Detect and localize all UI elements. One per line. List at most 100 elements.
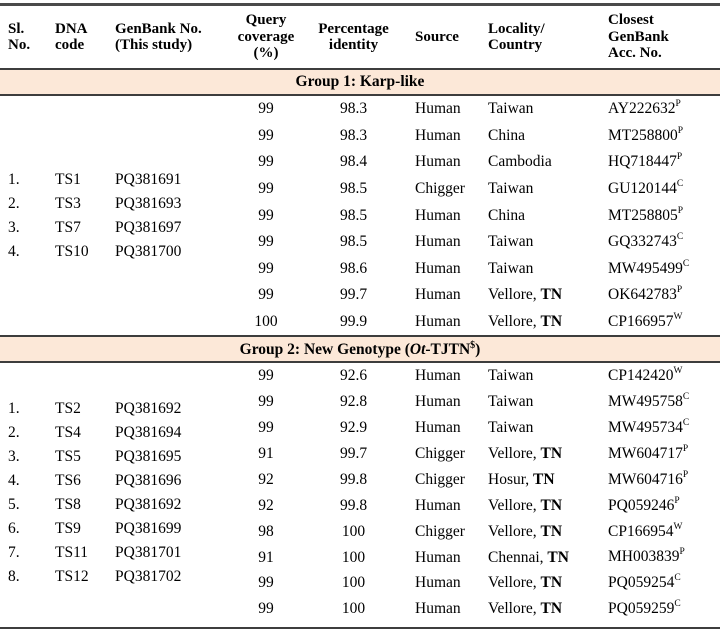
cell-sl-no: 4.: [8, 471, 20, 489]
table-row: 99 99.7 Human Vellore, TN OK642783P: [230, 282, 720, 309]
cell-closest-accession: MT258800P: [603, 126, 720, 145]
cell-closest-accession: MW604717P: [603, 444, 720, 463]
accession-number: GU120144: [608, 180, 677, 198]
cell-source: Human: [415, 496, 461, 514]
locality-plain: Taiwan: [488, 180, 534, 198]
table-row: 99 100 Human Vellore, TN PQ059254C: [230, 570, 720, 596]
column-header-line: Source: [415, 28, 459, 45]
group-title-part: Ot: [409, 340, 426, 358]
sample-row: 3. TS5 PQ381695: [0, 445, 230, 469]
locality-plain: Vellore,: [488, 313, 541, 331]
cell-genbank-no: PQ381695: [115, 447, 182, 465]
table-row: 99 98.5 Human China MT258805P: [230, 202, 720, 229]
accession-superscript: P: [679, 547, 685, 558]
column-header-line: (%): [253, 45, 279, 62]
cell-genbank-no: PQ381692: [115, 399, 182, 417]
table-row: 99 92.6 Human Taiwan CP142420W: [230, 363, 720, 389]
locality-plain: Chennai,: [488, 548, 548, 566]
group-title: Group 2: New Genotype (Ot-TJTN$): [240, 340, 481, 359]
cell-locality: Vellore, TN: [485, 497, 603, 515]
accession-number: MW495499: [608, 259, 683, 277]
cell-query-coverage: 91: [258, 548, 274, 566]
cell-dna-code: TS1: [55, 170, 81, 188]
cell-source: Human: [415, 574, 461, 592]
column-header-line: Percentage: [318, 20, 389, 37]
cell-dna-code: TS2: [55, 399, 81, 417]
accession-number: PQ059246: [608, 496, 675, 514]
locality-state-bold: TN: [540, 574, 563, 592]
cell-locality: Taiwan: [485, 100, 603, 118]
sample-id-block: 1. TS1 PQ381691 2. TS3 PQ381693 3. TS7 PQ381697 4…: [0, 96, 230, 335]
table-row: 91 100 Human Chennai, TN MH003839P: [230, 545, 720, 571]
accession-text: OK642783P: [608, 285, 683, 304]
locality-text: Taiwan: [488, 419, 533, 437]
locality-plain: Vellore,: [488, 600, 541, 618]
column-header-line: Acc. No.: [608, 45, 662, 62]
cell-query-coverage: 99: [258, 233, 274, 251]
cell-locality: Vellore, TN: [485, 445, 603, 463]
column-header-line: GenBank: [608, 28, 669, 45]
locality-text: Vellore, TN: [488, 600, 562, 618]
locality-plain: Taiwan: [488, 259, 534, 277]
accession-number: HQ718447: [608, 153, 677, 171]
accession-number: CP142420: [608, 367, 674, 385]
cell-percentage-identity: 98.3: [339, 100, 368, 118]
cell-query-coverage: 99: [258, 393, 274, 411]
cell-genbank-no: PQ381701: [115, 543, 182, 561]
cell-source: Human: [415, 233, 461, 251]
match-rows: 99 92.6 Human Taiwan CP142420W 99 92.8 Human Tai…: [230, 363, 720, 622]
cell-locality: Hosur, TN: [485, 471, 603, 489]
accession-number: MW604717: [608, 445, 683, 463]
locality-text: Taiwan: [488, 260, 533, 278]
cell-dna-code: TS7: [55, 218, 81, 236]
cell-percentage-identity: 92.9: [339, 419, 368, 437]
table-row: 91 99.7 Chigger Vellore, TN MW604717P: [230, 441, 720, 467]
cell-percentage-identity: 100: [341, 574, 366, 592]
table-row: 99 98.3 Human China MT258800P: [230, 123, 720, 150]
cell-closest-accession: HQ718447P: [603, 152, 720, 171]
cell-source: Human: [415, 206, 461, 224]
group-title-part: -TJTN: [425, 340, 471, 358]
cell-locality: Vellore, TN: [485, 523, 603, 541]
cell-dna-code: TS11: [55, 543, 89, 561]
accession-superscript: C: [674, 573, 681, 584]
cell-closest-accession: OK642783P: [603, 285, 720, 304]
cell-query-coverage: 99: [258, 259, 274, 277]
cell-genbank-no: PQ381697: [115, 218, 182, 236]
cell-dna-code: TS6: [55, 471, 81, 489]
cell-genbank-no: PQ381692: [115, 495, 182, 513]
accession-number: MW495758: [608, 393, 683, 411]
column-header-sl: Sl. No.: [0, 6, 47, 68]
accession-number: MW495734: [608, 419, 683, 437]
group-body: 1. TS1 PQ381691 2. TS3 PQ381693 3. TS7 PQ381697 4…: [0, 96, 720, 335]
locality-state-bold: TN: [540, 444, 563, 462]
cell-genbank-no: PQ381694: [115, 423, 182, 441]
accession-superscript: P: [674, 495, 680, 506]
cell-closest-accession: MW495758C: [603, 392, 720, 411]
sample-row: 6. TS9 PQ381699: [0, 517, 230, 541]
cell-locality: Taiwan: [485, 260, 603, 278]
group-title-part: Group 1: Karp-like: [295, 73, 425, 90]
table-row: 99 92.9 Human Taiwan MW495734C: [230, 415, 720, 441]
locality-plain: Vellore,: [488, 496, 541, 514]
accession-number: MT258805: [608, 206, 678, 224]
accession-superscript: P: [677, 205, 684, 216]
locality-text: Vellore, TN: [488, 497, 562, 515]
column-header-locality: Locality/Country: [485, 6, 603, 68]
column-header-source: Source: [405, 6, 485, 68]
sample-row: 7. TS11 PQ381701: [0, 541, 230, 565]
cell-genbank-no: PQ381693: [115, 194, 182, 212]
cell-locality: Taiwan: [485, 233, 603, 251]
cell-closest-accession: CP166957W: [603, 312, 720, 331]
accession-number: MH003839: [608, 548, 680, 566]
cell-closest-accession: MW495499C: [603, 259, 720, 278]
locality-plain: Taiwan: [488, 419, 534, 437]
locality-state-bold: TN: [540, 313, 563, 331]
column-header-line: Locality/: [488, 20, 545, 37]
column-header-perc: Percentage identity: [302, 6, 405, 68]
cell-percentage-identity: 98.6: [339, 259, 368, 277]
accession-superscript: P: [676, 285, 683, 296]
cell-source: Human: [415, 259, 461, 277]
column-header-line: GenBank No.: [115, 20, 202, 37]
group-2: Group 2: New Genotype (Ot-TJTN$) 1. TS2 PQ3…: [0, 335, 720, 622]
